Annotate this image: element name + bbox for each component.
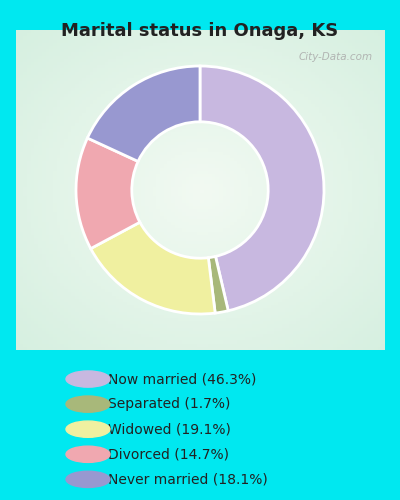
Text: Never married (18.1%): Never married (18.1%) [108, 472, 268, 486]
Circle shape [66, 421, 110, 438]
Text: Separated (1.7%): Separated (1.7%) [108, 397, 230, 411]
Wedge shape [88, 66, 200, 162]
Wedge shape [76, 138, 140, 248]
Wedge shape [200, 66, 324, 310]
Circle shape [66, 371, 110, 387]
Circle shape [66, 446, 110, 462]
Text: Widowed (19.1%): Widowed (19.1%) [108, 422, 231, 436]
Text: Now married (46.3%): Now married (46.3%) [108, 372, 256, 386]
Circle shape [66, 471, 110, 488]
Wedge shape [208, 256, 228, 313]
Circle shape [66, 396, 110, 412]
Text: Marital status in Onaga, KS: Marital status in Onaga, KS [61, 22, 339, 40]
Text: Divorced (14.7%): Divorced (14.7%) [108, 448, 229, 462]
Text: City-Data.com: City-Data.com [299, 52, 373, 62]
Wedge shape [91, 222, 215, 314]
